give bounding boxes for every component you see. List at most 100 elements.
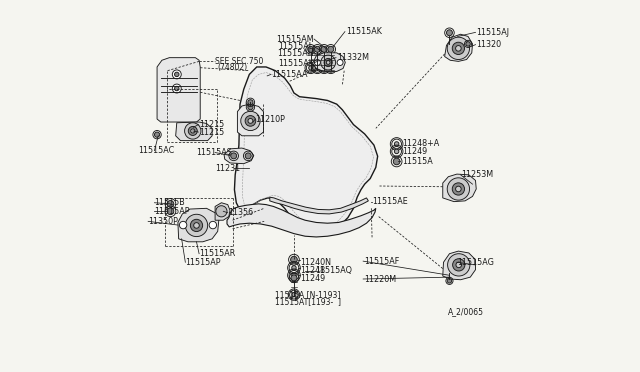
- Text: 11515AH: 11515AH: [277, 49, 314, 58]
- Circle shape: [231, 153, 237, 159]
- Circle shape: [172, 84, 181, 93]
- Text: 11515AK: 11515AK: [278, 59, 314, 68]
- Polygon shape: [443, 251, 476, 280]
- Circle shape: [292, 273, 296, 278]
- Circle shape: [248, 100, 253, 105]
- Polygon shape: [157, 58, 200, 122]
- Circle shape: [329, 66, 333, 70]
- Polygon shape: [175, 122, 212, 141]
- Text: 11320: 11320: [476, 40, 501, 49]
- Circle shape: [308, 66, 313, 70]
- Circle shape: [190, 219, 203, 231]
- Text: SEE SEC.750: SEE SEC.750: [215, 57, 264, 65]
- Circle shape: [324, 58, 332, 67]
- Circle shape: [452, 183, 465, 195]
- Text: 11249: 11249: [402, 147, 427, 156]
- Text: 11515A [N-1193]: 11515A [N-1193]: [275, 290, 340, 299]
- Circle shape: [316, 66, 319, 70]
- Polygon shape: [234, 67, 378, 232]
- Circle shape: [394, 149, 399, 154]
- Circle shape: [172, 70, 181, 79]
- Circle shape: [394, 158, 400, 165]
- Text: 11515AF: 11515AF: [364, 257, 399, 266]
- Circle shape: [466, 42, 470, 46]
- Circle shape: [447, 254, 470, 276]
- Circle shape: [394, 142, 399, 146]
- Text: 11231: 11231: [215, 164, 240, 173]
- Text: 11215: 11215: [199, 128, 225, 137]
- Text: A_2/0065: A_2/0065: [448, 307, 484, 316]
- Circle shape: [194, 222, 199, 228]
- Text: 11515AR: 11515AR: [199, 249, 236, 258]
- Circle shape: [447, 37, 470, 60]
- Text: 11515AS: 11515AS: [196, 148, 232, 157]
- Polygon shape: [445, 34, 472, 61]
- Circle shape: [447, 178, 470, 200]
- Circle shape: [179, 221, 187, 229]
- Text: 11240N: 11240N: [301, 258, 332, 267]
- Text: 11515AA: 11515AA: [271, 70, 307, 79]
- Circle shape: [447, 279, 452, 283]
- Circle shape: [245, 116, 256, 126]
- Polygon shape: [443, 174, 476, 202]
- Circle shape: [326, 61, 330, 64]
- Circle shape: [245, 153, 251, 159]
- Circle shape: [456, 46, 461, 51]
- Circle shape: [291, 275, 297, 281]
- Circle shape: [175, 86, 179, 91]
- Text: 11515A: 11515A: [402, 157, 433, 166]
- Text: 11515AE: 11515AE: [372, 197, 408, 206]
- Circle shape: [328, 46, 334, 52]
- Text: 11253M: 11253M: [461, 170, 493, 179]
- Circle shape: [167, 208, 174, 215]
- Text: 11248: 11248: [301, 266, 326, 275]
- Circle shape: [314, 60, 321, 65]
- Text: 11515B: 11515B: [154, 198, 185, 207]
- Circle shape: [314, 46, 321, 52]
- Text: 11249: 11249: [301, 274, 326, 283]
- Circle shape: [337, 60, 343, 65]
- Circle shape: [308, 46, 314, 52]
- Circle shape: [452, 42, 465, 55]
- Circle shape: [322, 66, 326, 70]
- Text: 11248+A: 11248+A: [402, 140, 439, 148]
- Circle shape: [321, 46, 327, 52]
- Text: 11210P: 11210P: [255, 115, 285, 124]
- Circle shape: [292, 266, 296, 270]
- Text: (74802): (74802): [218, 63, 248, 72]
- Polygon shape: [215, 203, 230, 220]
- Circle shape: [321, 55, 335, 70]
- Circle shape: [248, 118, 253, 124]
- Text: 11515AC: 11515AC: [138, 146, 175, 155]
- Text: 11332M: 11332M: [337, 53, 369, 62]
- Circle shape: [291, 256, 298, 263]
- Circle shape: [209, 221, 216, 229]
- Text: 11350P: 11350P: [148, 217, 178, 226]
- Polygon shape: [224, 148, 254, 164]
- Circle shape: [292, 293, 296, 296]
- Text: 11356: 11356: [228, 208, 253, 217]
- Text: 11515AG: 11515AG: [458, 258, 495, 267]
- Circle shape: [167, 201, 174, 207]
- Circle shape: [456, 262, 461, 268]
- Circle shape: [241, 111, 260, 131]
- Circle shape: [186, 214, 207, 237]
- Circle shape: [216, 206, 227, 217]
- Polygon shape: [178, 208, 219, 242]
- Text: 11515AQ: 11515AQ: [316, 266, 353, 275]
- Circle shape: [175, 72, 179, 77]
- Text: 11515AJ: 11515AJ: [476, 28, 509, 37]
- Polygon shape: [312, 53, 346, 71]
- Text: 11215: 11215: [199, 120, 225, 129]
- Text: 11220M: 11220M: [364, 275, 396, 283]
- Text: 11515AK: 11515AK: [346, 27, 382, 36]
- Text: 11515AT[1193-  ]: 11515AT[1193- ]: [275, 297, 341, 306]
- Circle shape: [154, 132, 159, 137]
- Text: 11515AP: 11515AP: [186, 258, 221, 267]
- Circle shape: [191, 129, 195, 133]
- Circle shape: [456, 186, 461, 192]
- Polygon shape: [270, 197, 369, 214]
- Circle shape: [447, 30, 452, 36]
- Text: 11515AM: 11515AM: [276, 35, 314, 44]
- Circle shape: [184, 123, 201, 139]
